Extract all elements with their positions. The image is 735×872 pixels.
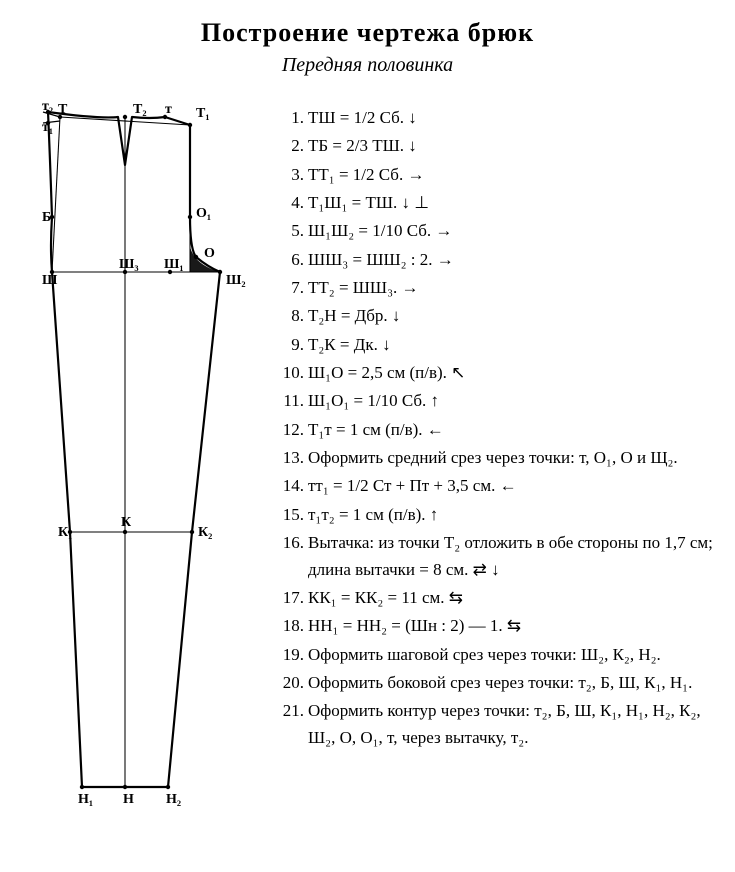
step-row: 2.ТБ = 2/3 ТШ. ↓	[280, 133, 725, 159]
step-text: Оформить контур через точки: т₂, Б, Ш, К…	[308, 698, 725, 751]
point-label: Ш₂	[226, 273, 246, 288]
point-label: Н₂	[166, 792, 181, 807]
step-row: 15.т₁т₂ = 1 см (п/в). ↑	[280, 502, 725, 528]
point-label: К₂	[198, 525, 212, 540]
step-row: 21.Оформить контур через точки: т₂, Б, Ш…	[280, 698, 725, 751]
step-number: 19.	[280, 642, 304, 668]
point-label: О₁	[196, 206, 211, 221]
point-label: К	[121, 515, 132, 530]
step-number: 20.	[280, 670, 304, 696]
step-number: 10.	[280, 360, 304, 386]
step-text: Оформить средний срез через точки: т, О₁…	[308, 445, 725, 471]
step-text: Т₂Н = Дбр. ↓	[308, 303, 725, 329]
step-number: 7.	[280, 275, 304, 301]
step-number: 6.	[280, 247, 304, 273]
step-number: 1.	[280, 105, 304, 131]
step-text: ТШ = 1/2 Сб. ↓	[308, 105, 725, 131]
step-number: 13.	[280, 445, 304, 471]
step-row: 16.Вытачка: из точки Т₂ отложить в обе с…	[280, 530, 725, 583]
step-number: 5.	[280, 218, 304, 244]
step-number: 11.	[280, 388, 304, 414]
step-row: 11.Ш₁О₁ = 1/10 Сб. ↑	[280, 388, 725, 414]
step-text: Т₁т = 1 см (п/в). ←	[308, 417, 725, 443]
step-number: 4.	[280, 190, 304, 216]
point-label: Н₁	[78, 792, 93, 807]
point-label: О	[204, 246, 215, 261]
point-label: Т	[58, 102, 68, 117]
step-number: 2.	[280, 133, 304, 159]
point-label: т	[165, 102, 172, 117]
step-row: 4.Т₁Ш₁ = ТШ. ↓ ⊥	[280, 190, 725, 216]
pattern-diagram: Т Т₂ т Т₁ т₂ т₁ Б О₁ Ш Ш₃ Ш₁ О Ш₂ К₁ К К₂ Н₁ Н Н₂	[10, 87, 260, 817]
content-row: Т Т₂ т Т₁ т₂ т₁ Б О₁ Ш Ш₃ Ш₁ О Ш₂ К₁ К К₂ Н₁ Н Н₂ 1.ТШ = 1…	[0, 87, 735, 817]
page-title: Построение чертежа брюк	[0, 18, 735, 48]
step-number: 9.	[280, 332, 304, 358]
step-row: 5.Ш₁Ш₂ = 1/10 Сб. →	[280, 218, 725, 244]
point-label: Ш₁	[164, 257, 184, 272]
point-label: Т₂	[133, 102, 147, 117]
step-text: ТТ₂ = ШШ₃. →	[308, 275, 725, 301]
step-row: 10.Ш₁О = 2,5 см (п/в). ↖	[280, 360, 725, 386]
point-label: Н	[123, 792, 134, 807]
step-number: 8.	[280, 303, 304, 329]
step-number: 3.	[280, 162, 304, 188]
point-label: К₁	[58, 525, 72, 540]
step-row: 17.КК₁ = КК₂ = 11 см. ⇆	[280, 585, 725, 611]
step-text: Оформить шаговой срез через точки: Ш₂, К…	[308, 642, 725, 668]
step-number: 21.	[280, 698, 304, 751]
page-subtitle: Передняя половинка	[0, 54, 735, 77]
step-row: 7.ТТ₂ = ШШ₃. →	[280, 275, 725, 301]
point-label: Т₁	[196, 106, 210, 121]
step-text: т₁т₂ = 1 см (п/в). ↑	[308, 502, 725, 528]
point-label: Ш	[42, 273, 58, 288]
step-row: 3.ТТ₁ = 1/2 Сб. →	[280, 162, 725, 188]
step-number: 17.	[280, 585, 304, 611]
step-text: тт₁ = 1/2 Ст + Пт + 3,5 см. ←	[308, 473, 725, 499]
step-row: 20.Оформить боковой срез через точки: т₂…	[280, 670, 725, 696]
step-number: 18.	[280, 613, 304, 639]
step-text: Ш₁О = 2,5 см (п/в). ↖	[308, 360, 725, 386]
point-label: Б	[42, 210, 51, 225]
step-text: НН₁ = НН₂ = (Шн : 2) — 1. ⇆	[308, 613, 725, 639]
step-text: ШШ₃ = ШШ₂ : 2. →	[308, 247, 725, 273]
step-row: 8.Т₂Н = Дбр. ↓	[280, 303, 725, 329]
step-text: Вытачка: из точки Т₂ отложить в обе стор…	[308, 530, 725, 583]
step-number: 15.	[280, 502, 304, 528]
step-text: Т₂К = Дк. ↓	[308, 332, 725, 358]
point-label: т₁	[42, 120, 53, 135]
step-row: 13.Оформить средний срез через точки: т,…	[280, 445, 725, 471]
step-row: 12.Т₁т = 1 см (п/в). ←	[280, 417, 725, 443]
step-row: 14.тт₁ = 1/2 Ст + Пт + 3,5 см. ←	[280, 473, 725, 499]
point-label: т₂	[42, 99, 53, 114]
steps-column: 1.ТШ = 1/2 Сб. ↓2.ТБ = 2/3 ТШ. ↓3.ТТ₁ = …	[260, 87, 725, 817]
step-text: Ш₁Ш₂ = 1/10 Сб. →	[308, 218, 725, 244]
step-text: Ш₁О₁ = 1/10 Сб. ↑	[308, 388, 725, 414]
step-row: 6.ШШ₃ = ШШ₂ : 2. →	[280, 247, 725, 273]
step-text: КК₁ = КК₂ = 11 см. ⇆	[308, 585, 725, 611]
step-row: 1.ТШ = 1/2 Сб. ↓	[280, 105, 725, 131]
point-label: Ш₃	[119, 257, 139, 272]
step-text: Оформить боковой срез через точки: т₂, Б…	[308, 670, 725, 696]
step-number: 16.	[280, 530, 304, 583]
step-row: 9.Т₂К = Дк. ↓	[280, 332, 725, 358]
step-number: 14.	[280, 473, 304, 499]
step-text: Т₁Ш₁ = ТШ. ↓ ⊥	[308, 190, 725, 216]
step-text: ТТ₁ = 1/2 Сб. →	[308, 162, 725, 188]
step-text: ТБ = 2/3 ТШ. ↓	[308, 133, 725, 159]
diagram-column: Т Т₂ т Т₁ т₂ т₁ Б О₁ Ш Ш₃ Ш₁ О Ш₂ К₁ К К₂ Н₁ Н Н₂	[10, 87, 260, 817]
step-row: 18.НН₁ = НН₂ = (Шн : 2) — 1. ⇆	[280, 613, 725, 639]
step-number: 12.	[280, 417, 304, 443]
step-row: 19.Оформить шаговой срез через точки: Ш₂…	[280, 642, 725, 668]
